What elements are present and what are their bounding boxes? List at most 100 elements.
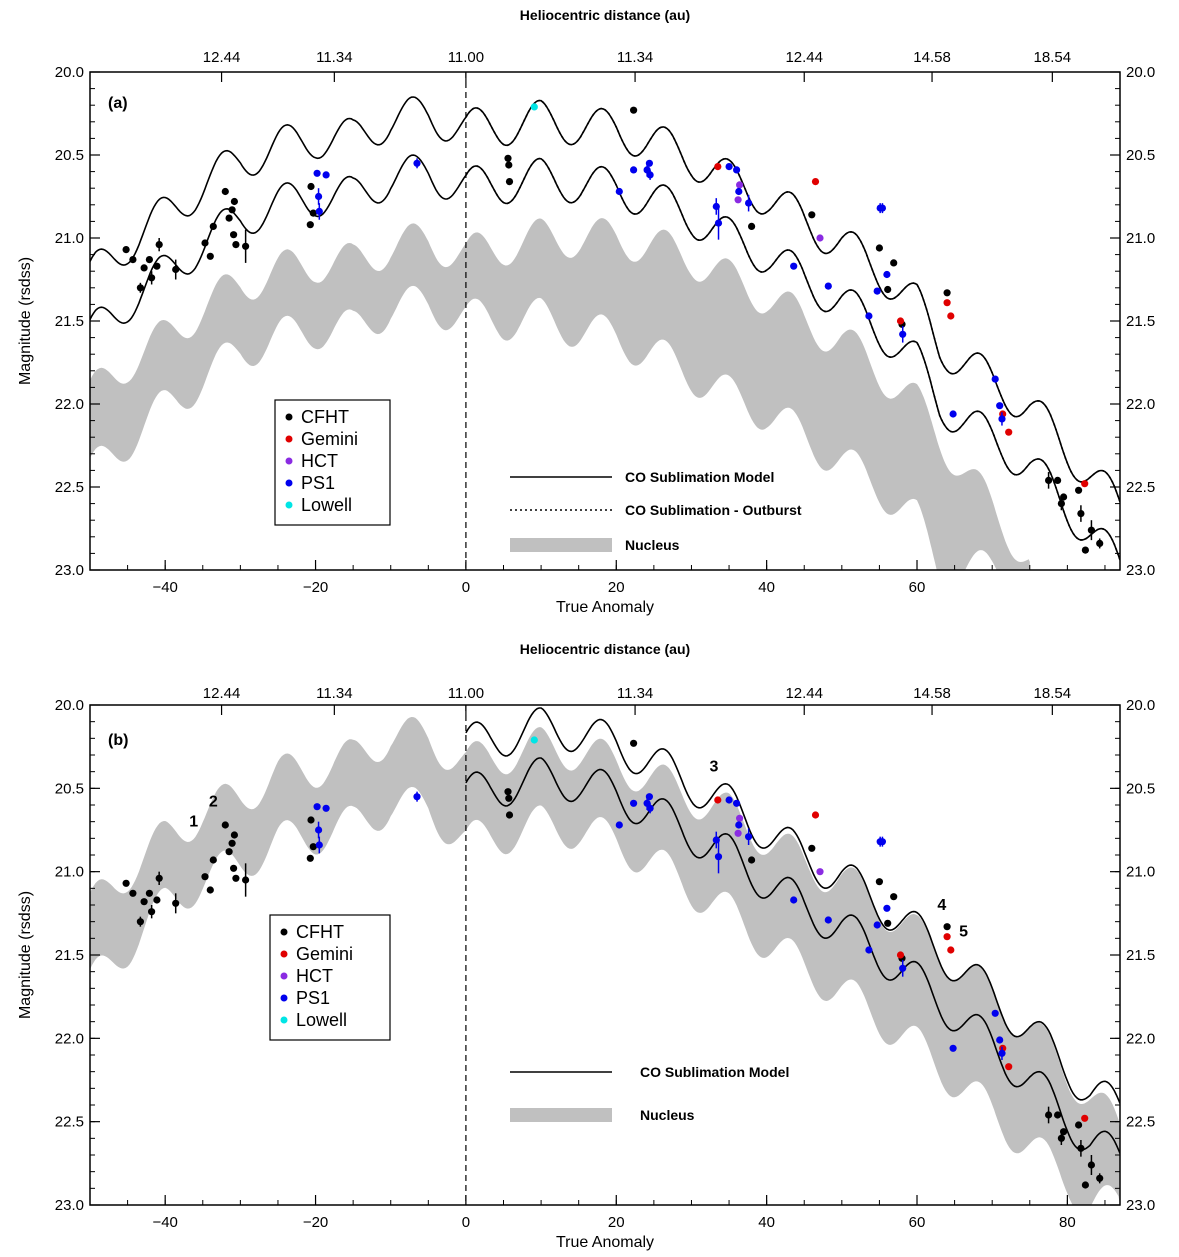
y-tick-label-right: 21.0	[1126, 230, 1155, 247]
data-point	[145, 256, 153, 264]
data-point	[1096, 539, 1104, 548]
data-point	[505, 161, 513, 169]
data-point	[1075, 1121, 1083, 1129]
legend-label: PS1	[301, 473, 335, 493]
series-gemini	[714, 796, 1089, 1122]
data-point	[1060, 1128, 1068, 1136]
series-hct	[734, 814, 824, 876]
legend-label: Gemini	[296, 944, 353, 964]
outburst-label: 3	[710, 759, 719, 776]
top-tick-label: 11.34	[617, 685, 653, 702]
legend-frame	[274, 399, 391, 526]
data-point	[230, 197, 238, 206]
plot-area	[90, 96, 1120, 570]
data-point	[306, 221, 314, 229]
data-point	[865, 312, 873, 320]
legend-label: HCT	[296, 966, 333, 986]
series-lowell	[530, 103, 538, 111]
x-tick-label: 40	[758, 1214, 775, 1231]
data-point	[530, 103, 538, 111]
y-tick-label-right: 22.5	[1126, 479, 1155, 496]
top-tick-label: 18.54	[1034, 49, 1072, 66]
data-point	[883, 904, 891, 912]
x-tick-label: −40	[152, 579, 177, 596]
outburst-label: 5	[959, 924, 968, 941]
y-tick-label: 23.0	[55, 1197, 84, 1214]
y-axis-title: Magnitude (rsdss)	[17, 257, 34, 385]
data-point	[221, 187, 229, 196]
legend-marker	[280, 1016, 288, 1024]
data-point	[745, 199, 753, 207]
series-cfht	[122, 739, 1104, 1189]
data-point	[505, 178, 514, 186]
y-tick-label-right: 21.0	[1126, 864, 1155, 881]
data-point	[1054, 476, 1062, 484]
data-point	[714, 853, 723, 861]
data-point	[645, 793, 654, 801]
data-point	[1005, 1063, 1013, 1071]
data-point	[242, 876, 250, 884]
model-legend-label: CO Sublimation Model	[625, 469, 774, 485]
outburst-label: 4	[937, 897, 946, 914]
data-point	[714, 163, 722, 171]
data-point	[228, 839, 236, 847]
top-tick-label: 11.00	[448, 49, 484, 66]
model-legend-band	[510, 1108, 612, 1122]
data-point	[315, 841, 323, 849]
data-point	[140, 898, 148, 906]
series-cfht	[122, 106, 1104, 554]
data-point	[949, 410, 957, 418]
x-axis-title: True Anomaly	[556, 599, 654, 616]
data-point	[230, 231, 238, 239]
data-point	[309, 843, 317, 851]
data-point	[413, 159, 421, 167]
data-point	[1077, 509, 1085, 518]
y-tick-label-right: 22.5	[1126, 1114, 1155, 1131]
top-axis-title: Heliocentric distance (au)	[520, 641, 690, 657]
panel-label: (b)	[108, 732, 128, 749]
data-point	[1096, 1174, 1104, 1182]
data-point	[209, 856, 217, 864]
data-point	[734, 829, 742, 837]
top-tick-label: 12.44	[785, 49, 823, 66]
top-tick-label: 12.44	[203, 685, 241, 702]
data-point	[322, 804, 330, 812]
data-point	[1057, 1134, 1065, 1142]
y-tick-label: 22.0	[55, 396, 84, 413]
data-point	[899, 330, 907, 338]
data-point	[1087, 526, 1095, 534]
legend-marker	[280, 928, 288, 936]
data-point	[943, 923, 951, 931]
top-tick-label: 11.34	[316, 685, 352, 702]
data-point	[714, 219, 723, 227]
data-point	[899, 964, 907, 972]
data-point	[824, 916, 832, 924]
data-point	[896, 317, 905, 325]
data-point	[733, 799, 741, 807]
y-axis-title: Magnitude (rsdss)	[17, 891, 34, 1019]
panel-b: −40 −20 0 20 40 60 80 12.44 11.34 11.00 11.34 12.44…	[17, 641, 1155, 1251]
model-legend-label: Nucleus	[625, 537, 680, 553]
data-point	[225, 848, 233, 856]
data-point	[232, 874, 240, 882]
data-point	[1081, 480, 1089, 488]
y-tick-label: 20.0	[55, 697, 84, 714]
data-point	[748, 856, 756, 864]
x-tick-label: 60	[909, 579, 926, 596]
data-point	[630, 799, 638, 807]
data-point	[808, 844, 816, 852]
data-point	[242, 242, 250, 250]
data-point	[155, 241, 163, 249]
data-point	[883, 270, 891, 279]
data-point	[615, 187, 623, 196]
data-point	[725, 796, 733, 804]
legend-label: PS1	[296, 988, 330, 1008]
y-tick-label-right: 21.5	[1126, 947, 1155, 964]
legend-marker	[285, 479, 293, 487]
data-point	[947, 946, 955, 954]
nucleus-band	[90, 218, 1030, 570]
y-tick-label: 23.0	[55, 562, 84, 579]
data-point	[745, 833, 753, 841]
data-point	[943, 289, 951, 297]
